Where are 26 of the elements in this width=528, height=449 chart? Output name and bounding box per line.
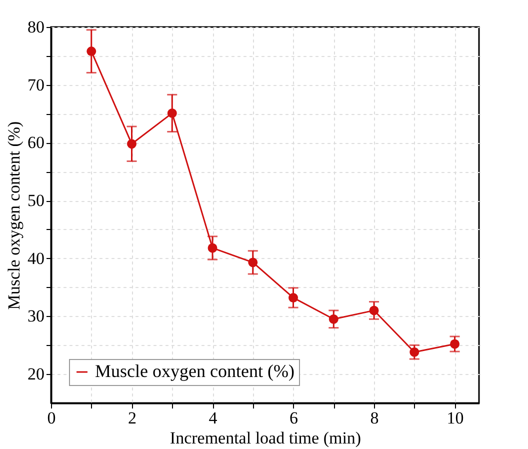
y-tick-label: 60	[28, 133, 44, 152]
point	[450, 339, 460, 349]
point	[288, 292, 298, 302]
point	[127, 139, 136, 149]
x-tick-label: 10	[446, 408, 464, 428]
point	[86, 46, 96, 56]
y-tick-label: 20	[28, 364, 44, 384]
x-tick-label: 2	[128, 408, 137, 428]
x-axis-title: Incremental load time (min)	[170, 428, 362, 448]
x-tick-label: 4	[208, 408, 218, 428]
y-tick-label: 80	[28, 18, 44, 36]
point	[167, 108, 177, 118]
x-tick-label: 8	[370, 408, 379, 428]
y-tick-label: 30	[28, 306, 44, 326]
y-tick-label: 40	[28, 248, 44, 268]
point	[410, 347, 420, 357]
y-axis-title: Muscle oxygen content (%)	[4, 121, 24, 310]
point	[328, 314, 338, 324]
legend-label: Muscle oxygen content (%)	[95, 361, 294, 381]
point	[248, 258, 258, 268]
y-tick-label: 70	[28, 75, 44, 94]
point	[208, 243, 218, 253]
point	[369, 306, 379, 316]
x-tick-label: 6	[290, 408, 298, 428]
x-tick-label: 0	[47, 408, 56, 428]
y-tick-label: 50	[28, 191, 44, 210]
